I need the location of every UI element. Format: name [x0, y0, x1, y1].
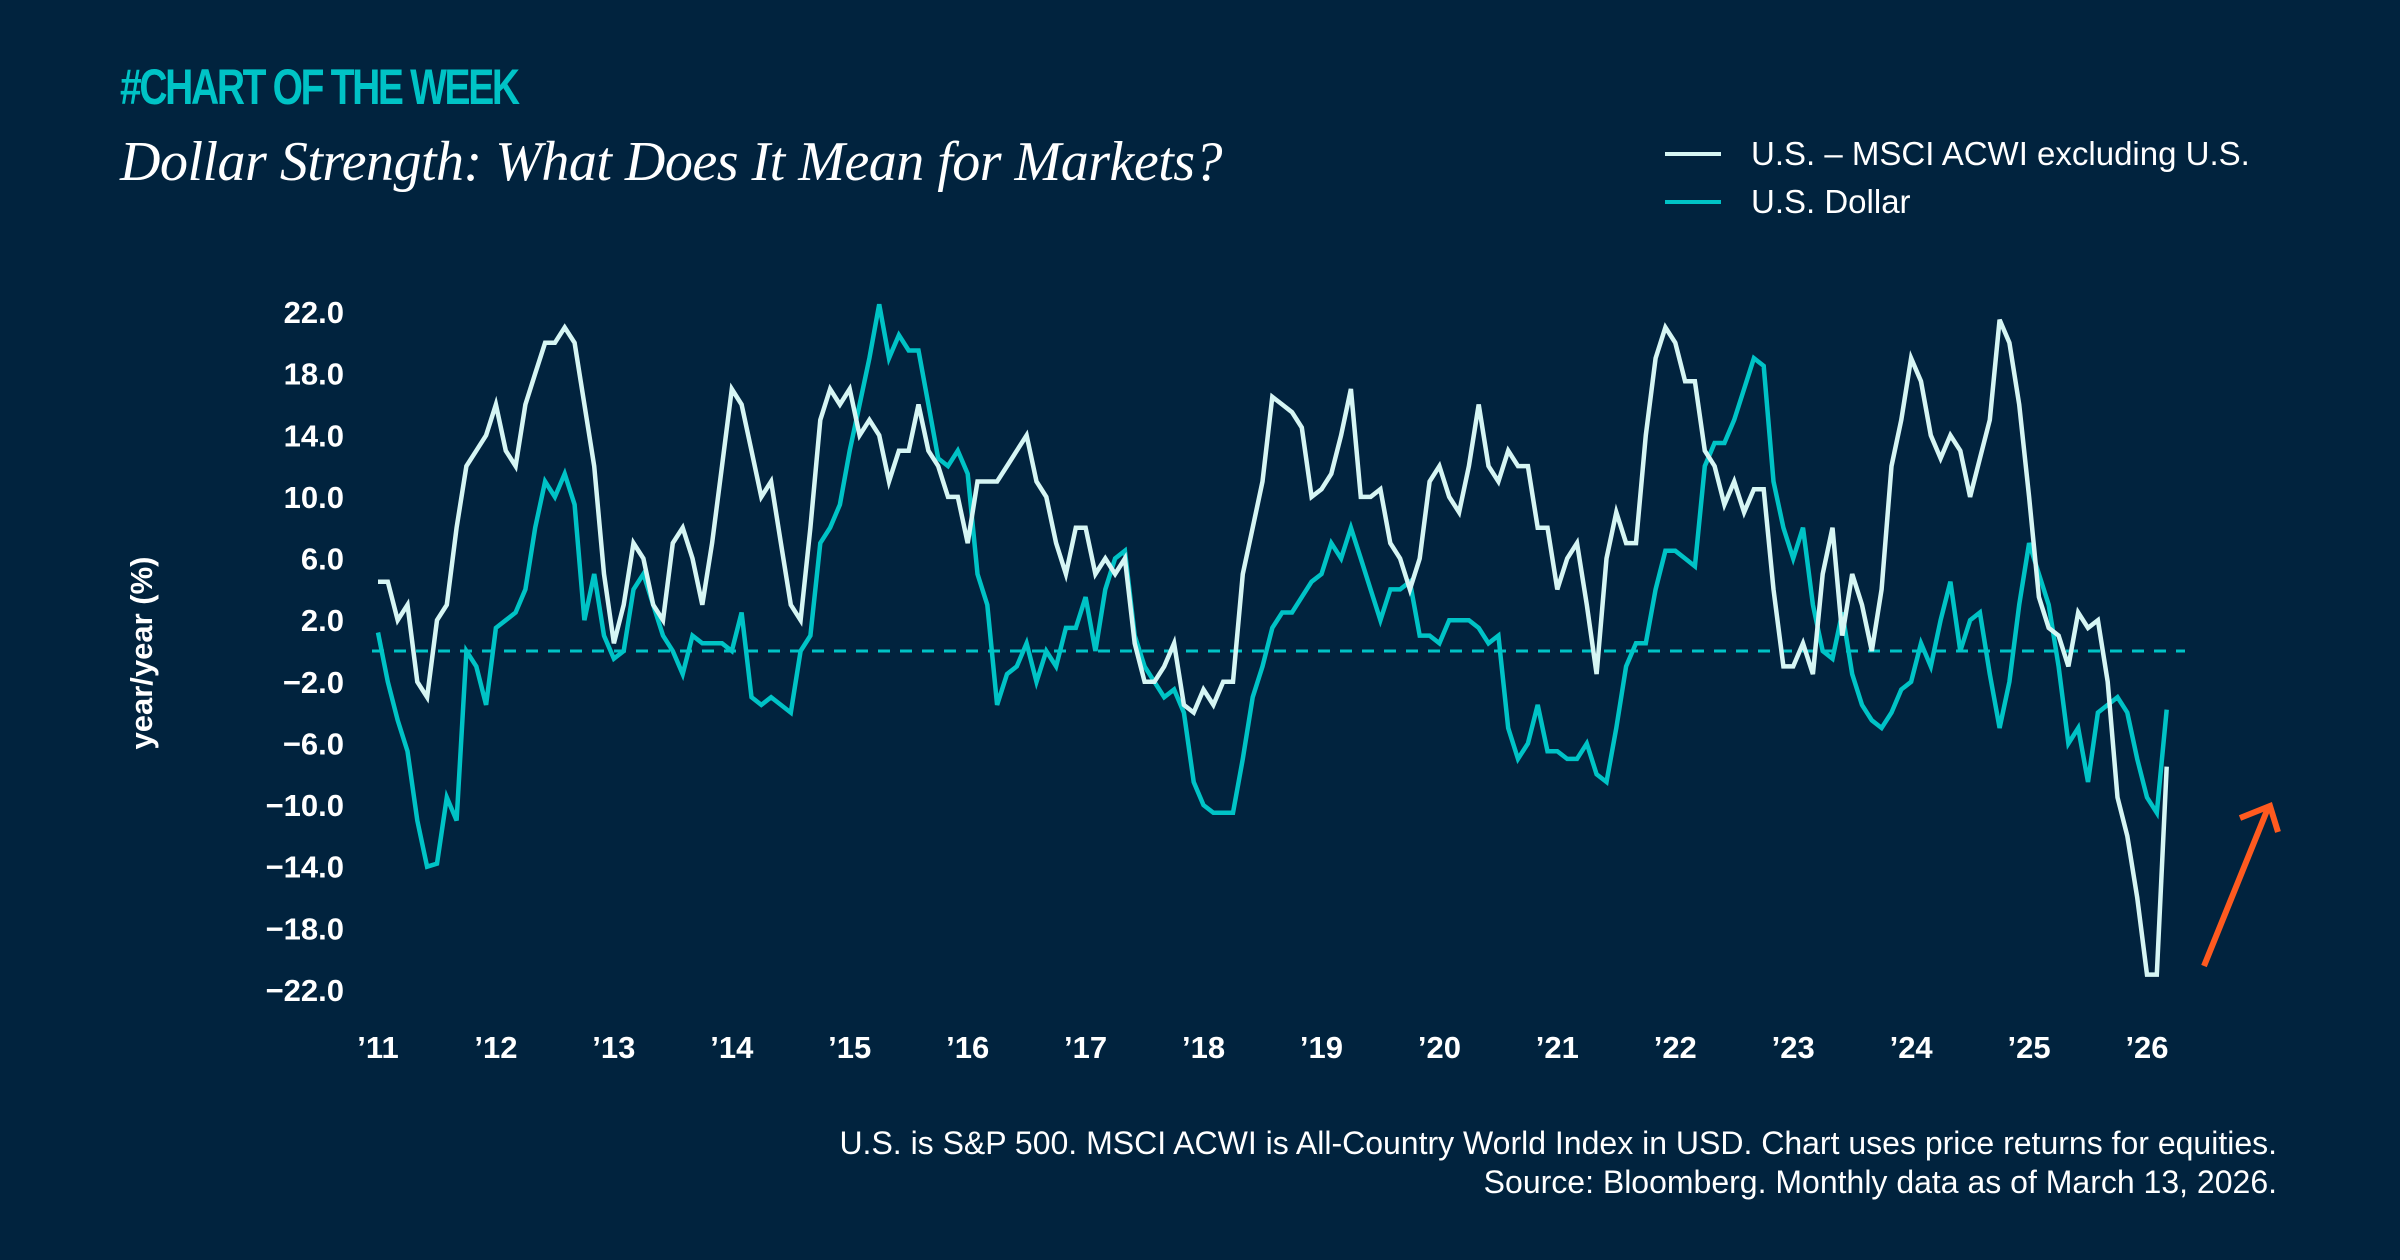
footnote-line-1: U.S. is S&P 500. MSCI ACWI is All-Countr…	[839, 1125, 2277, 1161]
y-tick-label: −2.0	[283, 665, 344, 700]
y-tick-label: 2.0	[301, 603, 344, 638]
x-tick-label: ’11	[357, 1030, 398, 1065]
legend-item-equity-spread: U.S. – MSCI ACWI excluding U.S.	[1665, 130, 2250, 178]
y-tick-label: 18.0	[284, 357, 344, 392]
legend-swatch-white	[1665, 152, 1721, 156]
x-tick-label: ’19	[1300, 1030, 1343, 1065]
x-tick-label: ’22	[1654, 1030, 1697, 1065]
y-tick-label: −18.0	[266, 911, 344, 946]
y-tick-label: −10.0	[266, 788, 344, 823]
y-tick-label: −6.0	[283, 726, 344, 761]
chart-title: Dollar Strength: What Does It Mean for M…	[120, 131, 1223, 193]
y-tick-label: −14.0	[266, 850, 344, 885]
x-tick-label: ’24	[1890, 1030, 1934, 1065]
series-line-us-minus-acwi	[378, 318, 2169, 977]
legend-swatch-teal	[1665, 200, 1721, 204]
legend: U.S. – MSCI ACWI excluding U.S. U.S. Dol…	[1665, 130, 2250, 226]
legend-item-dollar: U.S. Dollar	[1665, 178, 2250, 226]
x-tick-label: ’18	[1182, 1030, 1225, 1065]
y-tick-label: 6.0	[301, 542, 344, 577]
x-tick-label: ’12	[474, 1030, 517, 1065]
x-tick-label: ’25	[2008, 1030, 2051, 1065]
x-tick-label: ’13	[592, 1030, 635, 1065]
y-tick-label: 10.0	[284, 480, 344, 515]
x-tick-label: ’16	[946, 1030, 989, 1065]
x-tick-label: ’15	[828, 1030, 871, 1065]
legend-label: U.S. – MSCI ACWI excluding U.S.	[1751, 135, 2250, 172]
y-tick-label: −22.0	[266, 973, 344, 1008]
x-tick-label: ’17	[1064, 1030, 1107, 1065]
x-tick-label: ’20	[1418, 1030, 1461, 1065]
footnote-line-2: Source: Bloomberg. Monthly data as of Ma…	[1483, 1164, 2277, 1200]
x-tick-label: ’23	[1772, 1030, 1815, 1065]
x-tick-label: ’26	[2125, 1030, 2168, 1065]
series-line-us-dollar	[375, 303, 2169, 870]
arrow-head-icon	[2238, 802, 2281, 833]
y-tick-label: 22.0	[284, 295, 344, 330]
kicker: #CHART OF THE WEEK	[120, 59, 520, 115]
arrow-shaft	[2201, 806, 2271, 968]
x-tick-label: ’21	[1536, 1030, 1579, 1065]
legend-label: U.S. Dollar	[1751, 183, 1911, 220]
x-tick-label: ’14	[710, 1030, 754, 1065]
y-tick-label: 14.0	[284, 418, 344, 453]
